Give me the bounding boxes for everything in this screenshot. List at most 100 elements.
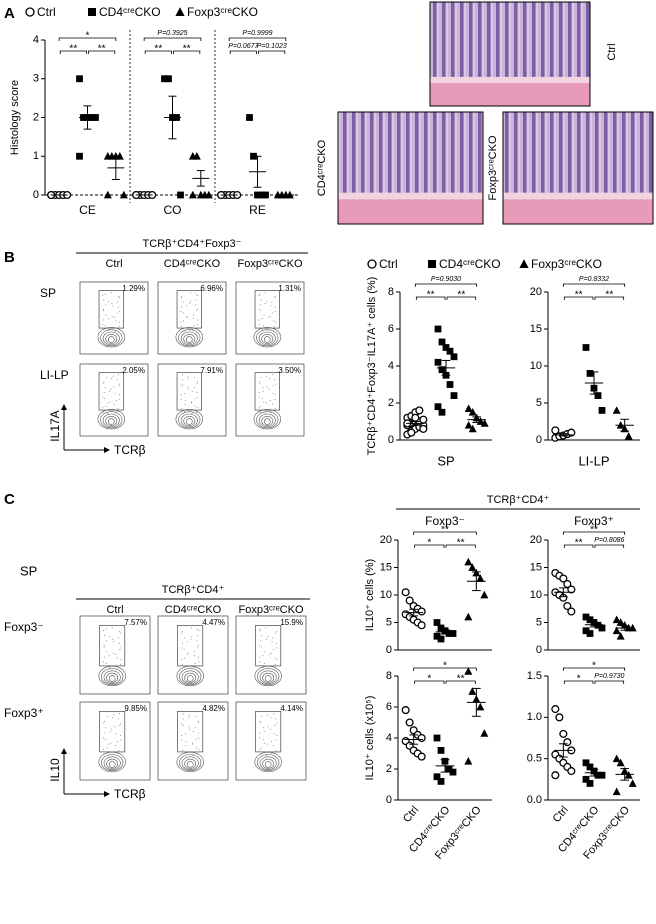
flow-event (104, 732, 106, 734)
y-tick-label: 10 (530, 360, 542, 372)
flow-event (189, 303, 191, 305)
flow-contour (106, 758, 119, 769)
flow-event (259, 656, 261, 658)
flow-column-label: Foxp3ᶜʳᵉCKO (237, 258, 302, 270)
flow-event (193, 655, 195, 657)
flow-event (268, 327, 270, 329)
y-tick-label: 5 (386, 616, 392, 628)
flow-contour (108, 675, 116, 682)
flow-contour (261, 333, 274, 344)
flow-event (198, 748, 200, 750)
flow-event (109, 390, 111, 392)
flow-event (259, 732, 261, 734)
flow-event (103, 634, 105, 636)
flow-event (102, 308, 104, 310)
flow-event (118, 394, 120, 396)
flow-event (109, 731, 111, 733)
flow-contour (183, 415, 196, 426)
flow-event (268, 388, 270, 390)
flow-contour (253, 327, 281, 348)
point (464, 557, 473, 566)
y-tick-label: 20 (530, 286, 542, 298)
point (438, 408, 446, 416)
flow-contour (108, 761, 116, 768)
y-tick-label: 0.5 (527, 753, 542, 765)
flow-event (103, 656, 105, 658)
flow-arrowhead (61, 404, 67, 410)
error-bar (559, 587, 568, 598)
flow-event (111, 717, 113, 719)
error-bar (620, 768, 629, 781)
flow-event (196, 319, 198, 321)
flow-event (180, 398, 182, 400)
flow-event (192, 318, 194, 320)
flow-event (105, 662, 107, 664)
point (433, 619, 441, 626)
y-tick-label: 4 (388, 360, 394, 372)
point (586, 630, 594, 637)
flow-event (117, 408, 119, 410)
flow-event (118, 749, 120, 751)
flow-event (186, 315, 188, 317)
flow-event (103, 748, 105, 750)
flow-event (262, 738, 264, 740)
y-tick-label: 2 (386, 763, 392, 775)
flow-contour (105, 333, 118, 344)
point (480, 729, 489, 737)
point (250, 152, 257, 160)
significance-label: ** (69, 44, 77, 55)
point (616, 632, 625, 640)
flow-event (180, 297, 182, 299)
significance-label: P=0.3925 (157, 30, 187, 37)
significance-bracket (258, 50, 286, 54)
flow-event (189, 329, 191, 331)
error-bar (472, 416, 481, 423)
point (417, 752, 426, 761)
flow-event (119, 321, 121, 323)
legend-label: Ctrl (37, 5, 56, 19)
flow-column-label: Foxp3ᶜʳᵉCKO (238, 604, 303, 616)
point (407, 428, 416, 437)
flow-event (191, 636, 193, 638)
legend-label: CD4ᶜʳᵉCKO (439, 257, 501, 271)
significance-label: * (86, 31, 90, 42)
flow-event (110, 292, 112, 294)
flow-contour (183, 333, 196, 344)
flow-gate (254, 372, 280, 411)
y-tick-label: 15 (380, 561, 392, 573)
significance-label: P=0.8332 (579, 276, 609, 283)
y-tick-label: 20 (530, 534, 542, 546)
point (563, 738, 572, 747)
muscle-layer (430, 83, 590, 106)
flow-event (187, 388, 189, 390)
flow-event (190, 300, 192, 302)
flow-event (196, 392, 198, 394)
flow-event (260, 310, 262, 312)
y-tick-label: 0 (536, 644, 542, 656)
flow-event (197, 396, 199, 398)
flow-event (183, 320, 185, 322)
y-tick-label: 1 (33, 150, 39, 162)
flow-contour (254, 665, 282, 687)
flow-event (272, 374, 274, 376)
flow-event (196, 381, 198, 383)
flow-event (198, 737, 200, 739)
flow-event (262, 390, 264, 392)
flow-contour (186, 761, 194, 768)
flow-percent: 15.9% (280, 618, 303, 627)
flow-event (264, 742, 266, 744)
flow-event (181, 385, 183, 387)
flow-event (102, 411, 104, 413)
flow-event (272, 637, 274, 639)
flow-event (117, 301, 119, 303)
flow-event (194, 651, 196, 653)
flow-event (116, 657, 118, 659)
flow-event (120, 663, 122, 665)
point (612, 787, 621, 796)
significance-bracket (229, 50, 257, 54)
flow-contour (254, 751, 282, 773)
flow-event (119, 713, 121, 715)
flow-event (261, 397, 263, 399)
flow-event (105, 314, 107, 316)
significance-bracket (414, 283, 478, 287)
